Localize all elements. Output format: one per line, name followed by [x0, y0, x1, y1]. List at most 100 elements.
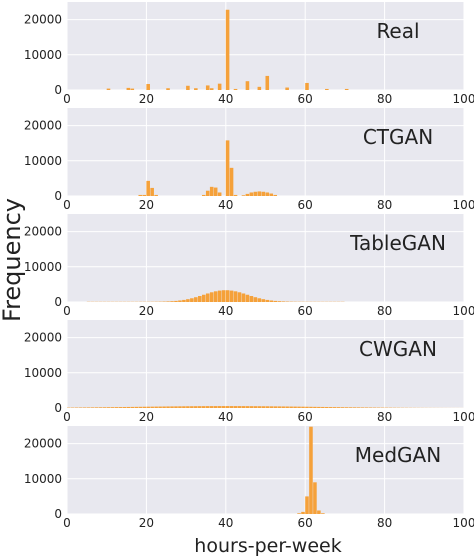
bar — [233, 88, 238, 90]
bar — [325, 407, 329, 408]
bar — [186, 299, 190, 302]
y-tick-label: 20000 — [24, 331, 62, 345]
bar — [325, 88, 329, 90]
y-tick-label: 20000 — [24, 225, 62, 239]
bar — [313, 482, 317, 514]
bar — [277, 406, 281, 408]
bar — [209, 292, 214, 302]
bar — [281, 406, 285, 408]
bar — [130, 406, 135, 408]
bar — [205, 85, 210, 90]
bar — [340, 407, 345, 408]
bar — [126, 87, 131, 90]
bar — [170, 301, 174, 302]
bar — [205, 190, 210, 196]
bar — [293, 406, 297, 408]
bar — [205, 406, 210, 408]
bar — [301, 406, 305, 408]
bar — [130, 88, 135, 90]
y-tick-label: 10000 — [24, 154, 62, 168]
bar — [150, 406, 154, 408]
bar — [245, 294, 250, 302]
bar — [269, 406, 274, 408]
bar — [253, 191, 258, 196]
bar — [194, 406, 198, 408]
bar — [194, 88, 198, 90]
bar — [257, 298, 262, 302]
panel-title: MedGAN — [355, 443, 441, 467]
bar — [106, 407, 111, 408]
y-tick-label: 0 — [54, 189, 62, 203]
bar — [138, 194, 143, 196]
x-tick-label: 100 — [453, 198, 474, 212]
panel-medgan: 0 20 40 60 80 100 0 10000 20000 MedGAN — [24, 426, 474, 530]
bar — [364, 407, 369, 408]
bar — [241, 406, 246, 408]
bar — [98, 407, 103, 408]
bar — [162, 406, 166, 408]
bar — [225, 406, 230, 408]
bar — [217, 192, 222, 196]
x-tick-label: 60 — [298, 516, 313, 530]
bar — [201, 406, 206, 408]
bar — [245, 193, 250, 196]
x-tick-label: 100 — [453, 304, 474, 318]
bar — [221, 290, 226, 302]
bar — [348, 407, 353, 408]
bar — [360, 407, 365, 408]
bar — [154, 194, 158, 196]
bar — [237, 292, 242, 302]
x-tick-label: 20 — [139, 92, 154, 106]
bar — [285, 87, 289, 90]
bar — [209, 186, 214, 196]
bar — [178, 300, 182, 302]
panel-ctgan: 0 20 40 60 80 100 0 10000 20000 CTGAN — [24, 108, 474, 212]
bar — [233, 194, 238, 196]
bar — [269, 300, 274, 302]
bar — [122, 407, 127, 408]
bar — [209, 406, 214, 408]
bar — [138, 406, 143, 408]
bar — [297, 406, 301, 408]
bar — [297, 513, 301, 514]
bar — [174, 406, 178, 408]
y-tick-label: 0 — [54, 401, 62, 415]
bar — [332, 407, 337, 408]
bar — [309, 426, 313, 514]
y-tick-label: 20000 — [24, 13, 62, 27]
bar — [261, 299, 266, 302]
panel-real: 0 20 40 60 80 100 0 10000 20000 Real — [24, 2, 474, 106]
bar — [344, 88, 349, 90]
bar — [114, 407, 119, 408]
bar — [285, 406, 289, 408]
bar — [186, 85, 190, 90]
bar — [352, 407, 357, 408]
y-tick-label: 0 — [54, 507, 62, 521]
bar — [170, 406, 174, 408]
bar — [213, 291, 218, 302]
bar — [146, 84, 150, 90]
panel-title: Real — [376, 19, 419, 43]
bar — [158, 406, 162, 408]
x-tick-label: 80 — [377, 92, 392, 106]
bar — [126, 406, 131, 408]
bar — [305, 82, 309, 90]
bar — [198, 296, 202, 302]
bar — [233, 406, 238, 408]
panel-title: CWGAN — [359, 337, 437, 361]
bar — [178, 406, 182, 408]
bar — [257, 191, 262, 196]
bar — [269, 193, 274, 196]
bar — [217, 406, 222, 408]
bar — [194, 297, 198, 302]
x-tick-label: 20 — [139, 410, 154, 424]
bar — [201, 194, 206, 196]
bar — [336, 407, 341, 408]
bar — [190, 298, 194, 302]
bar — [90, 407, 95, 408]
bar — [344, 407, 349, 408]
bar — [245, 81, 250, 90]
bar — [205, 293, 210, 302]
x-tick-label: 0 — [63, 92, 71, 106]
